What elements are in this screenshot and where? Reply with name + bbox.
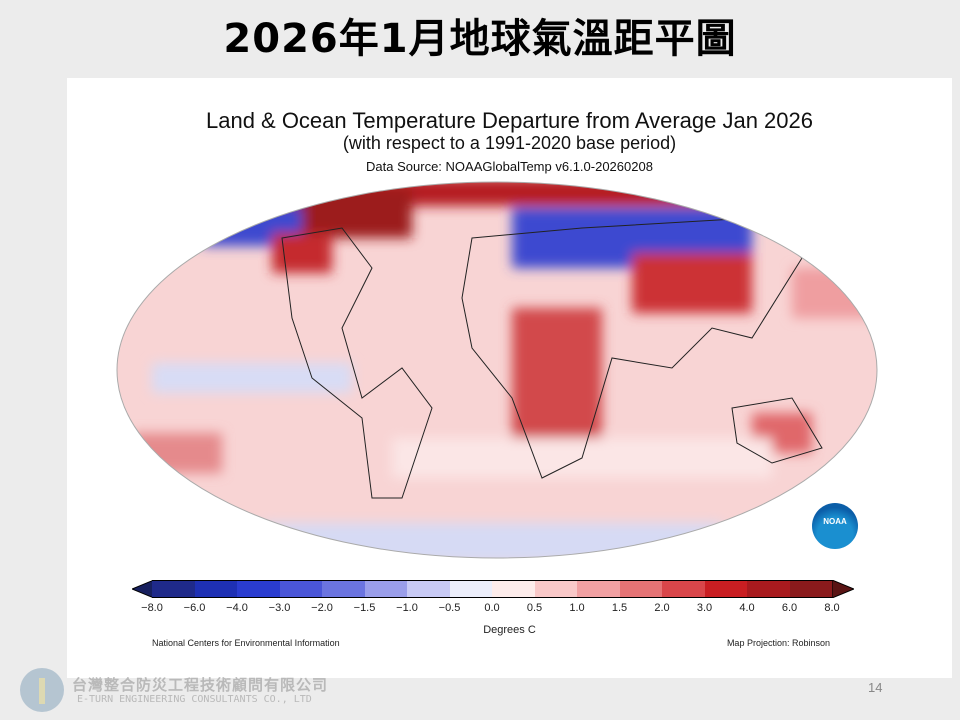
colorbar-bin xyxy=(152,580,195,598)
page-number: 14 xyxy=(868,680,883,695)
credit-text: National Centers for Environmental Infor… xyxy=(152,638,340,648)
colorbar-tick-label: 4.0 xyxy=(739,602,755,614)
colorbar-tick-label: 1.0 xyxy=(569,602,585,614)
colorbar-tick-label: −1.5 xyxy=(353,602,376,614)
slide-title: 2026年1月地球氣溫距平圖 xyxy=(223,16,737,62)
colorbar xyxy=(152,580,832,598)
colorbar-bin xyxy=(577,580,620,598)
colorbar-bin xyxy=(449,580,492,598)
colorbar-tick-label: −6.0 xyxy=(183,602,206,614)
colorbar-tick-label: −2.0 xyxy=(311,602,333,614)
colorbar-bin xyxy=(704,580,747,598)
colorbar-bin xyxy=(279,580,322,598)
colorbar-bin xyxy=(492,580,535,598)
data-source: Data Source: NOAAGlobalTemp v6.1.0-20260… xyxy=(366,159,653,174)
colorbar-tick-label: 0.5 xyxy=(526,602,543,614)
colorbar-tick-label: −4.0 xyxy=(226,602,248,614)
colorbar-tick-label: −8.0 xyxy=(141,602,163,614)
noaa-logo: NOAA xyxy=(812,503,858,549)
colorbar-tick-label: 8.0 xyxy=(824,602,840,614)
company-name-en: E-TURN ENGINEERING CONSULTANTS CO., LTD xyxy=(77,694,312,705)
colorbar-tick-label: −0.5 xyxy=(438,602,461,614)
projection-text: Map Projection: Robinson xyxy=(726,638,830,648)
colorbar-bin xyxy=(407,580,450,598)
colorbar-tick-label: −3.0 xyxy=(268,602,291,614)
colorbar-units: Degrees C xyxy=(483,624,536,636)
colorbar-bin xyxy=(534,580,577,598)
colorbar-tick-label: 3.0 xyxy=(696,602,713,614)
colorbar-bin xyxy=(619,580,662,598)
colorbar-high-arrow xyxy=(832,580,854,598)
colorbar-low-arrow xyxy=(132,580,154,598)
colorbar-bin xyxy=(789,580,832,598)
colorbar-tick-label: 2.0 xyxy=(654,602,670,614)
colorbar-bin xyxy=(747,580,790,598)
colorbar-bin xyxy=(237,580,280,598)
colorbar-tick-label: −1.0 xyxy=(396,602,418,614)
company-name-zh: 台灣整合防災工程技術顧問有限公司 xyxy=(72,676,329,694)
figure-subtitle: (with respect to a 1991-2020 base period… xyxy=(342,133,677,153)
colorbar-tick-label: 1.5 xyxy=(611,602,628,614)
colorbar-tick-label: 6.0 xyxy=(781,602,798,614)
colorbar-bin xyxy=(194,580,237,598)
colorbar-bin xyxy=(364,580,407,598)
temperature-anomaly-figure: Land & Ocean Temperature Departure from … xyxy=(67,78,952,678)
company-logo xyxy=(20,668,64,712)
world-anomaly-map xyxy=(116,181,878,559)
colorbar-bin xyxy=(662,580,705,598)
colorbar-tick-label: 0.0 xyxy=(484,602,500,614)
figure-title: Land & Ocean Temperature Departure from … xyxy=(205,108,813,133)
colorbar-bin xyxy=(322,580,365,598)
noaa-logo-text: NOAA xyxy=(823,517,847,526)
